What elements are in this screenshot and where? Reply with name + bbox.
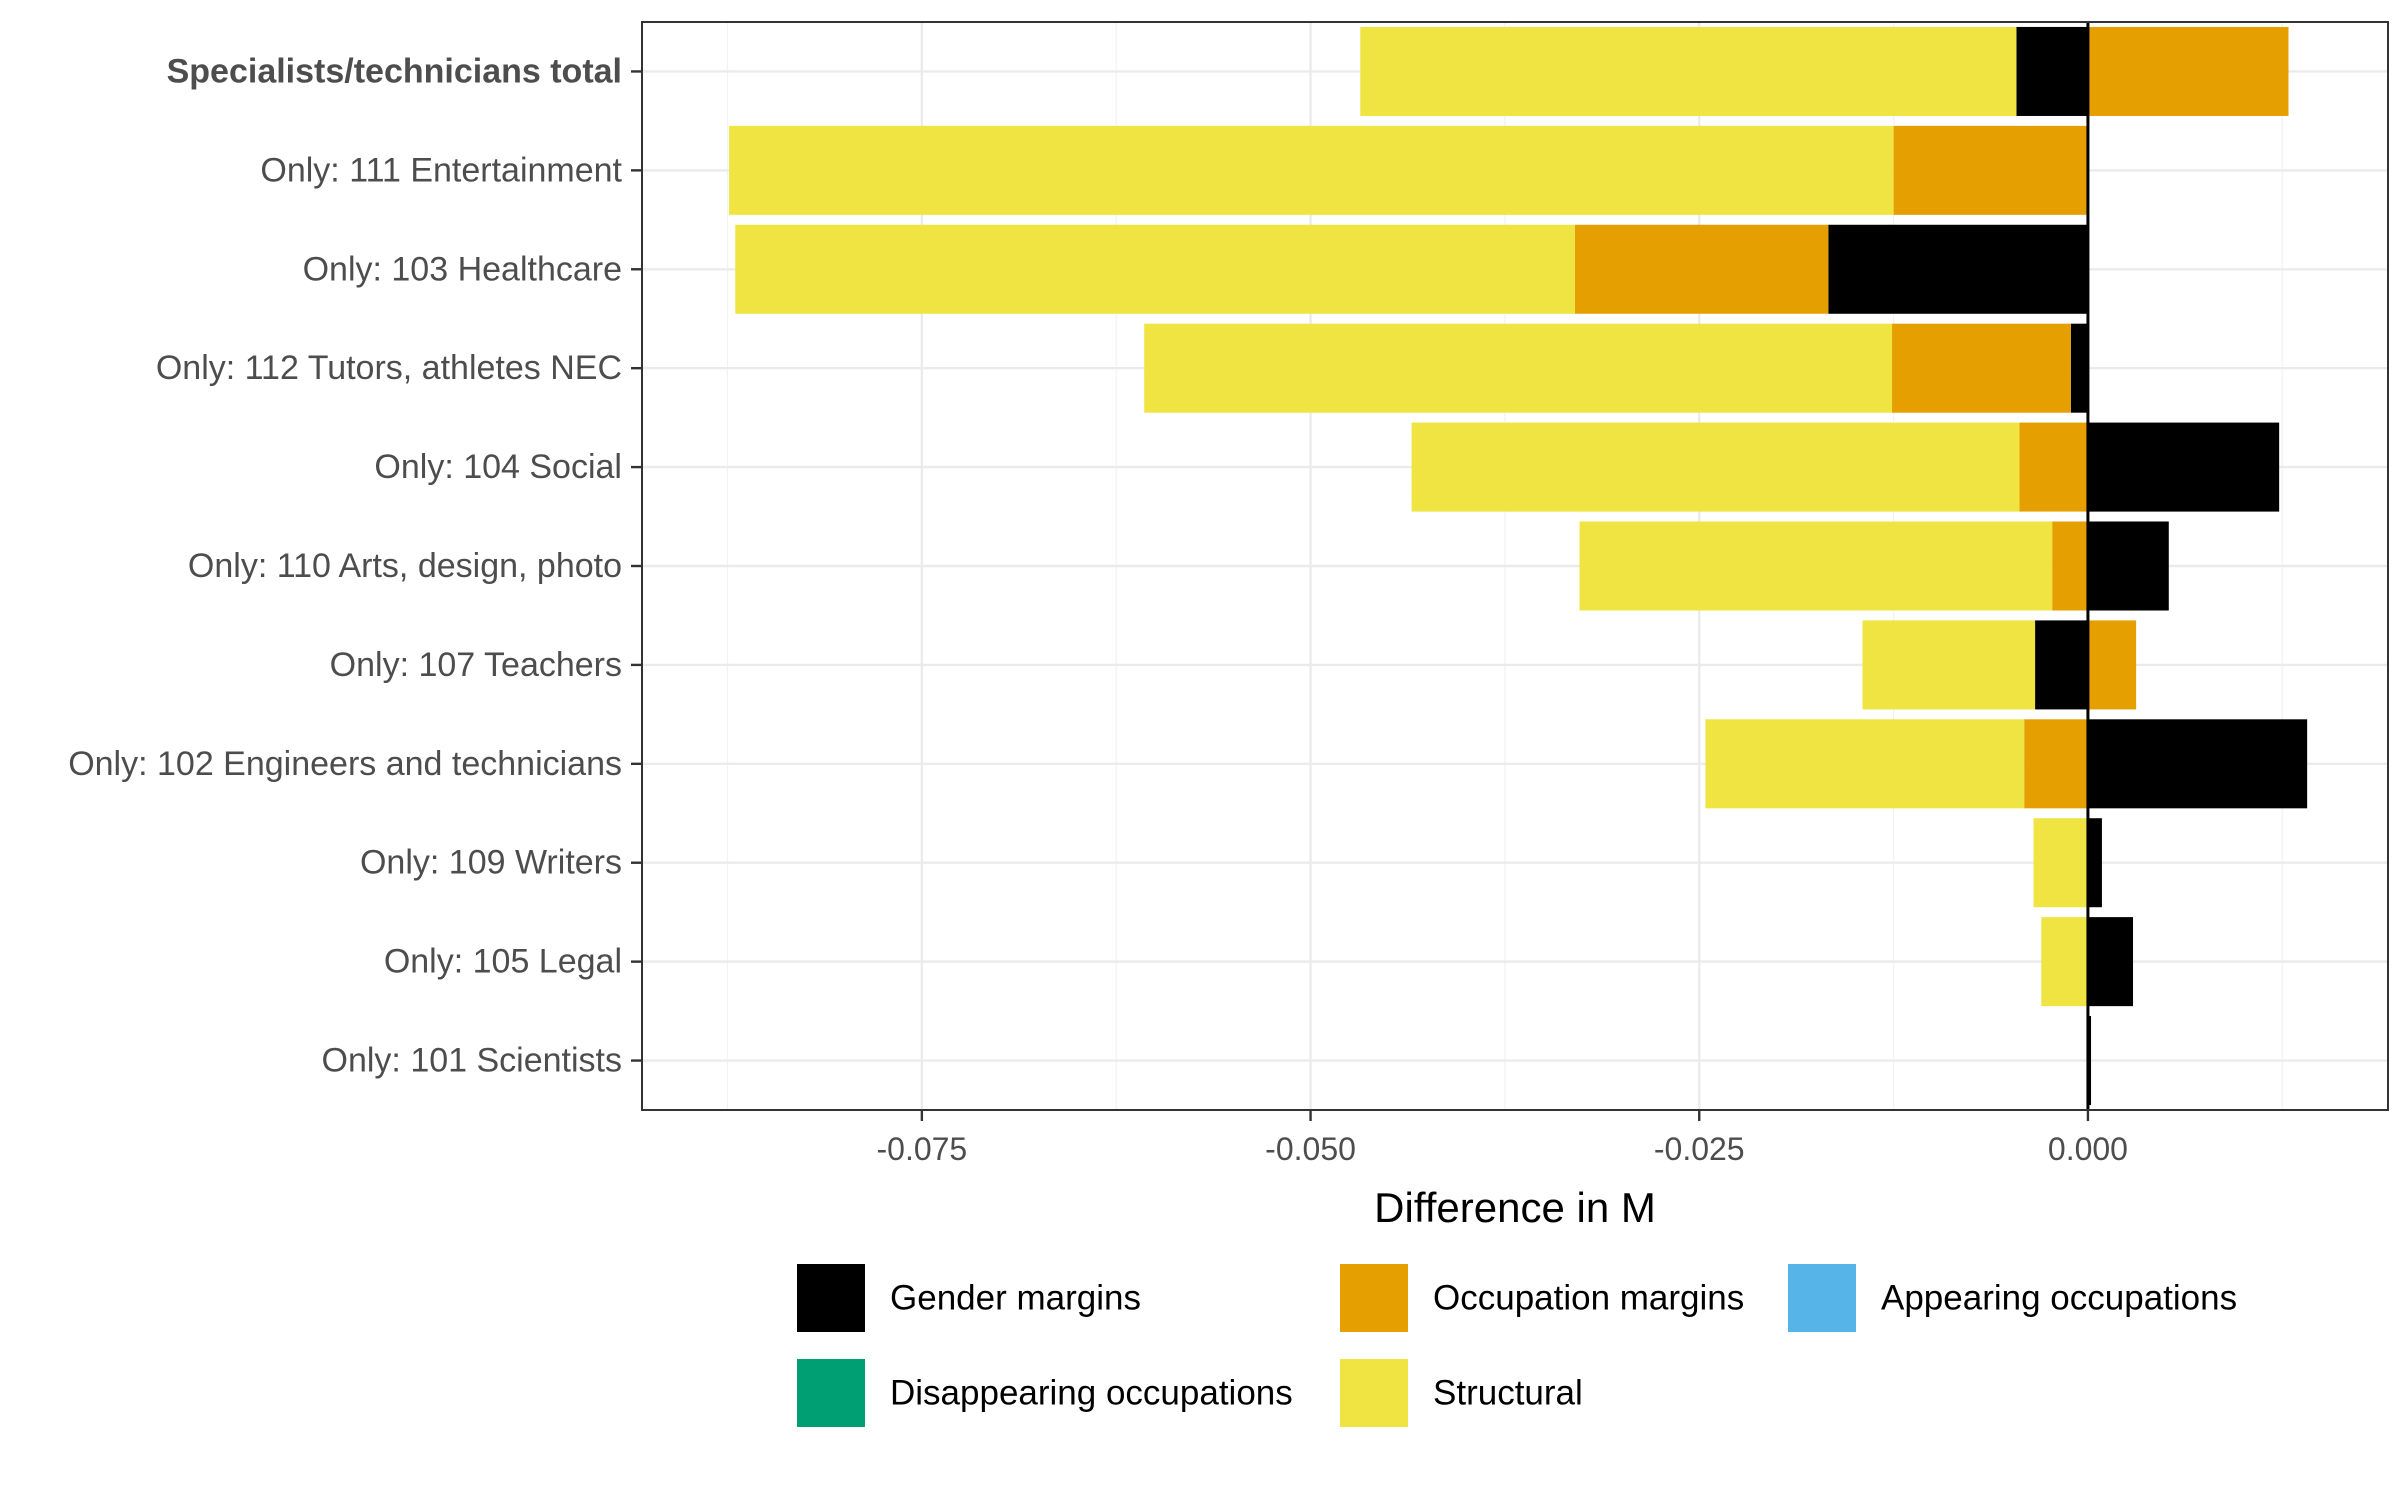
- legend-key-gender-margins: [797, 1264, 865, 1332]
- bar-occupation-margins: Only: 112 Tutors, athletes NEC – Occupat…: [1892, 323, 2071, 413]
- y-tick-label: Only: 111 Entertainment: [260, 151, 622, 189]
- y-tick-label: Only: 112 Tutors, athletes NEC: [156, 349, 622, 387]
- x-tick-label: -0.050: [1265, 1131, 1356, 1167]
- bar-structural: Only: 109 Writers – Structural: -0.0035: [2033, 818, 2088, 908]
- bar-gender-margins: Only: 102 Engineers and technicians – Ge…: [2087, 719, 2308, 809]
- y-tick-label: Only: 109 Writers: [360, 844, 622, 882]
- bar-structural: Only: 102 Engineers and technicians – St…: [1705, 719, 2025, 809]
- bar-occupation-margins: Only: 102 Engineers and technicians – Oc…: [2024, 719, 2088, 809]
- bar-occupation-margins: Only: 110 Arts, design, photo – Occupati…: [2052, 521, 2088, 611]
- bar-structural: Only: 105 Legal – Structural: -0.003: [2041, 917, 2088, 1007]
- bar-gender-margins: Only: 104 Social – Gender margins: 0.012…: [2087, 422, 2280, 512]
- bar-structural: Only: 104 Social – Structural: -0.0391: [1411, 422, 2020, 512]
- bar-occupation-margins: Only: 107 Teachers – Occupation margins:…: [2087, 620, 2137, 710]
- bar-structural: Only: 112 Tutors, athletes NEC – Structu…: [1144, 323, 1893, 413]
- y-tick-label: Only: 104 Social: [374, 448, 622, 486]
- y-tick-label: Only: 101 Scientists: [322, 1042, 622, 1080]
- legend-label-appearing-occupations: Appearing occupations: [1881, 1279, 2237, 1318]
- legend-key-structural: [1340, 1359, 1408, 1427]
- legend-key-disappearing-occupations: [797, 1359, 865, 1427]
- y-axis: Specialists/technicians total Only: 111 E…: [68, 52, 642, 1080]
- legend-label-occupation-margins: Occupation margins: [1433, 1279, 1744, 1318]
- bar-gender-margins: Only: 105 Legal – Gender margins: 0.0029: [2087, 917, 2134, 1007]
- bar-structural: Specialists/technicians total – Structur…: [1360, 26, 2017, 116]
- legend-key-occupation-margins: [1340, 1264, 1408, 1332]
- bar-occupation-margins: Specialists/technicians total – Occupati…: [2087, 26, 2289, 116]
- y-tick-label: Only: 105 Legal: [384, 943, 622, 981]
- bar-structural: Only: 107 Teachers – Structural: -0.0111: [1862, 620, 2036, 710]
- legend-key-appearing-occupations: [1788, 1264, 1856, 1332]
- bar-gender-margins: Specialists/technicians total – Gender m…: [2016, 26, 2088, 116]
- bar-structural: Only: 111 Entertainment – Structural: -0…: [729, 125, 1894, 215]
- y-tick-label: Only: 102 Engineers and technicians: [68, 745, 622, 783]
- x-tick-label: 0.000: [2048, 1131, 2128, 1167]
- legend: Gender margins Occupation margins Appearin…: [797, 1264, 2237, 1427]
- x-axis: -0.075 -0.050 -0.025 0.000: [876, 1110, 2128, 1167]
- bar-gender-margins: Only: 103 Healthcare – Gender margins: -…: [1828, 224, 2088, 314]
- x-tick-label: -0.075: [876, 1131, 967, 1167]
- bar-occupation-margins: Only: 111 Entertainment – Occupation mar…: [1893, 125, 2088, 215]
- x-tick-label: -0.025: [1654, 1131, 1745, 1167]
- bar-gender-margins: Only: 101 Scientists – Gender margins: 0…: [2087, 1016, 2092, 1106]
- legend-label-disappearing-occupations: Disappearing occupations: [890, 1374, 1293, 1413]
- bar-structural: Only: 103 Healthcare – Structural: -0.05…: [735, 224, 1575, 314]
- y-tick-label: Specialists/technicians total: [167, 52, 622, 90]
- bar-gender-margins: Only: 107 Teachers – Gender margins: -0.…: [2035, 620, 2088, 710]
- y-tick-label: Only: 110 Arts, design, photo: [188, 547, 622, 585]
- bar-gender-margins: Only: 112 Tutors, athletes NEC – Gender …: [2070, 323, 2088, 413]
- bar-occupation-margins: Only: 104 Social – Occupation margins: -…: [2019, 422, 2088, 512]
- y-tick-label: Only: 107 Teachers: [330, 646, 622, 684]
- bar-gender-margins: Only: 110 Arts, design, photo – Gender m…: [2087, 521, 2169, 611]
- y-tick-label: Only: 103 Healthcare: [303, 250, 622, 288]
- x-axis-title: Difference in M: [1374, 1184, 1656, 1231]
- legend-label-structural: Structural: [1433, 1374, 1583, 1413]
- bar-gender-margins: Only: 109 Writers – Gender margins: 0.00…: [2087, 818, 2102, 908]
- bars: Specialists/technicians total – Gender m…: [729, 26, 2308, 1106]
- bar-occupation-margins: Only: 103 Healthcare – Occupation margin…: [1574, 224, 1829, 314]
- legend-label-gender-margins: Gender margins: [890, 1279, 1141, 1318]
- bar-structural: Only: 110 Arts, design, photo – Structur…: [1579, 521, 2053, 611]
